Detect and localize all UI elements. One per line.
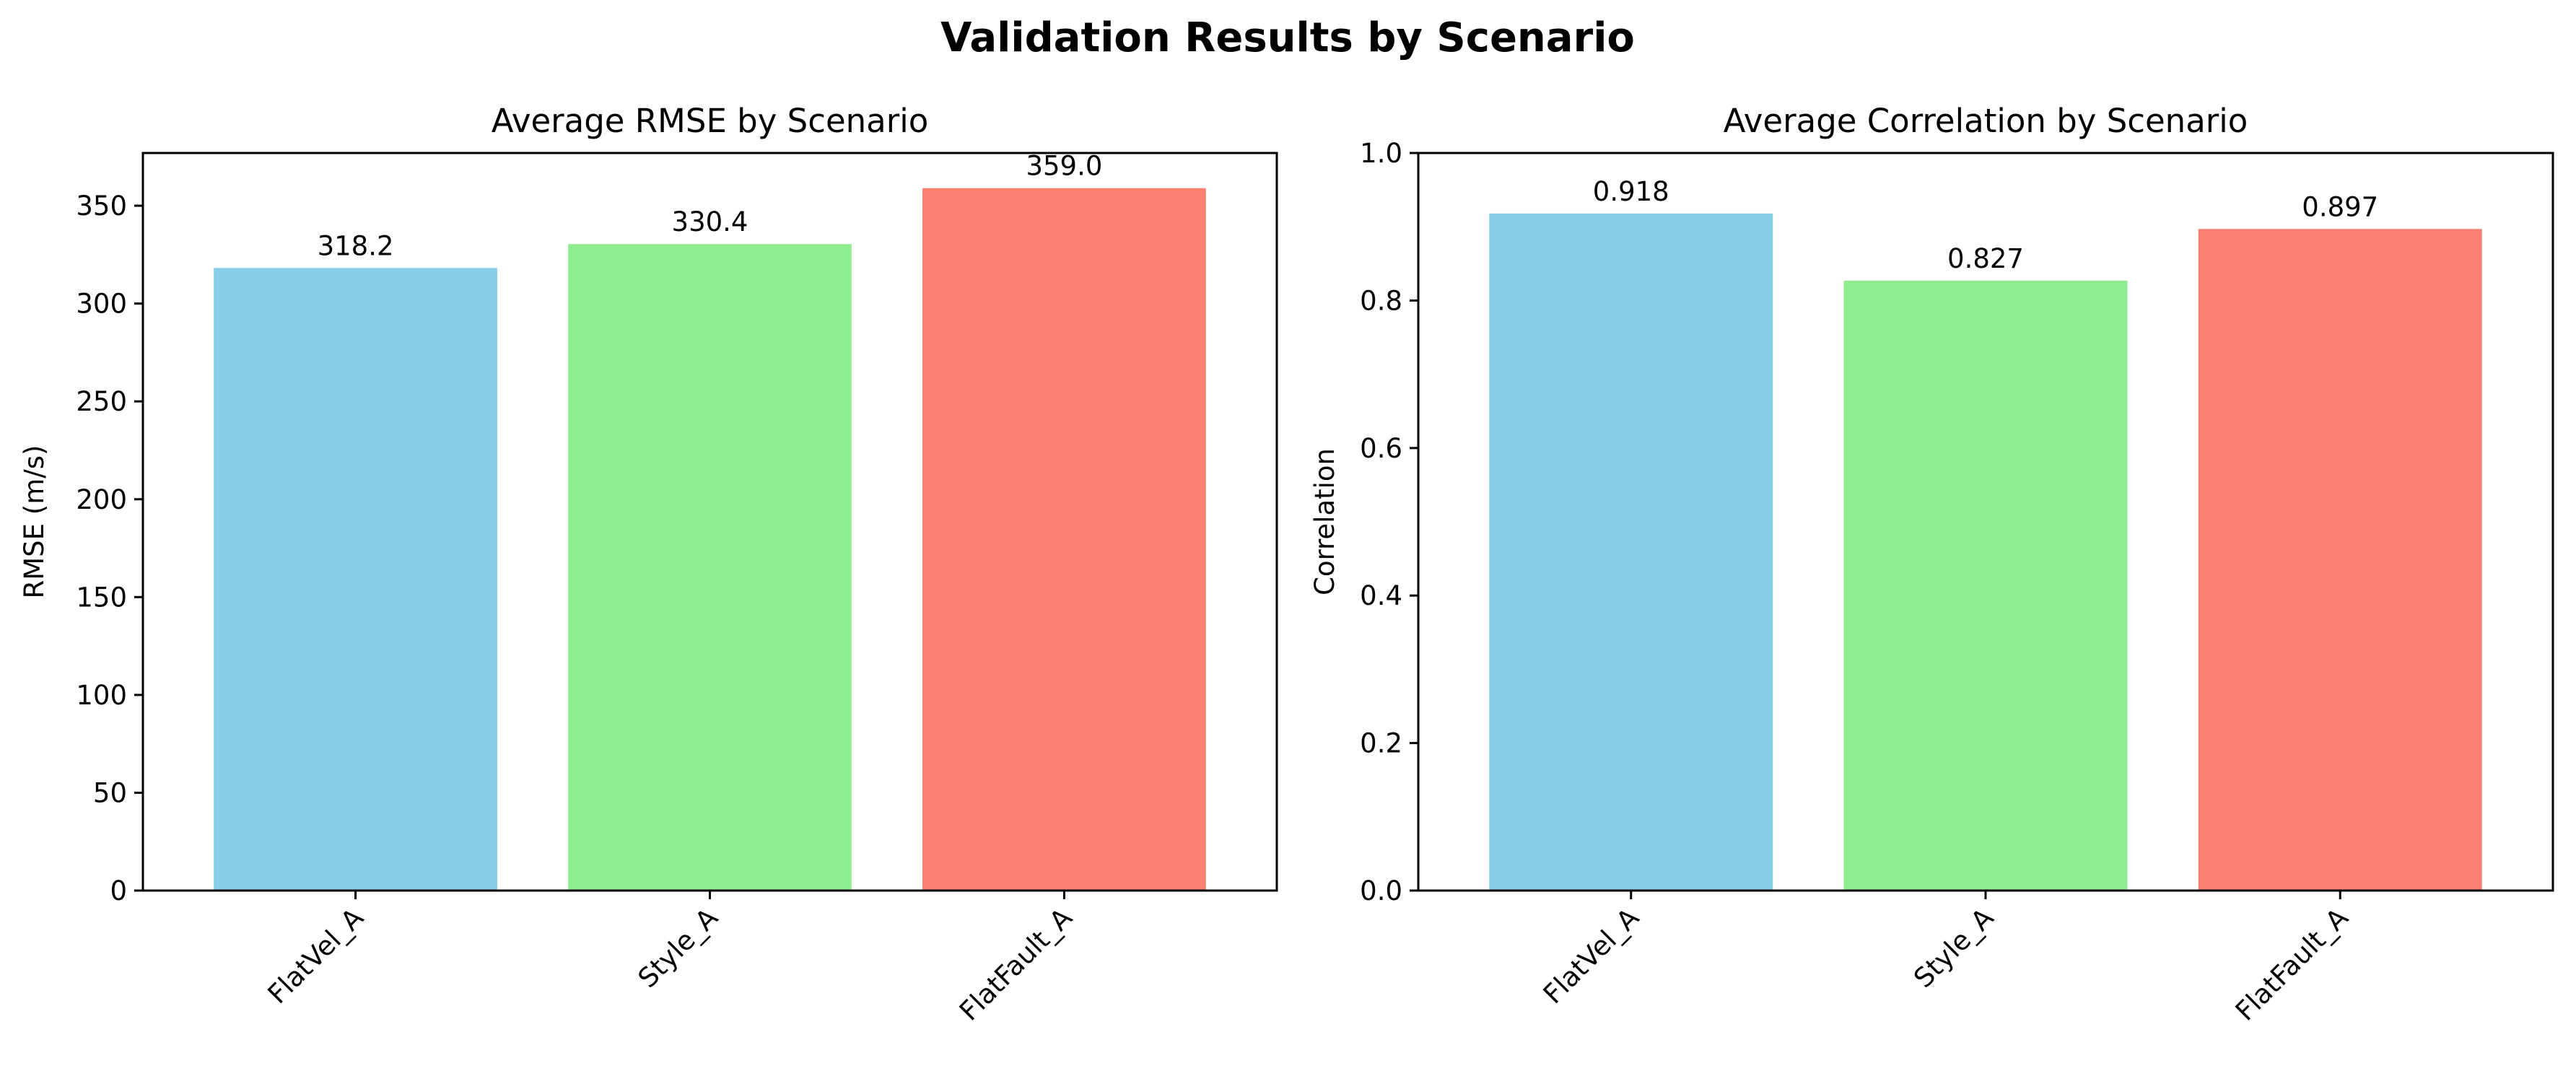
rmse-y-tick-label: 300 bbox=[76, 289, 127, 320]
rmse-chart-panel: Average RMSE by Scenario 318.2 330.4 359.0 0… bbox=[19, 102, 1278, 1027]
correlation-y-axis-label: Correlation bbox=[1309, 448, 1340, 595]
correlation-bar-value-label: 0.897 bbox=[2302, 191, 2378, 222]
rmse-y-tick-label: 350 bbox=[76, 191, 127, 222]
rmse-bar-value-label: 318.2 bbox=[318, 230, 394, 261]
rmse-bar-flatvel-a bbox=[214, 268, 497, 891]
correlation-y-tick-label: 1.0 bbox=[1360, 138, 1402, 169]
correlation-bar-flatvel-a bbox=[1489, 213, 1773, 891]
rmse-x-tick-label: FlatFault_A bbox=[953, 902, 1078, 1027]
correlation-chart-panel: Average Correlation by Scenario 0.918 0.82… bbox=[1309, 102, 2554, 1027]
rmse-x-tick-label: FlatVel_A bbox=[262, 902, 370, 1010]
correlation-bar-value-label: 0.827 bbox=[1947, 243, 2024, 274]
rmse-bar-flatfault-a bbox=[922, 188, 1206, 891]
correlation-y-tick-label: 0.4 bbox=[1360, 580, 1402, 611]
correlation-x-tick-label: Style_A bbox=[1908, 902, 1999, 994]
correlation-y-tick-label: 0.8 bbox=[1360, 285, 1402, 316]
rmse-bar-value-label: 330.4 bbox=[672, 206, 748, 237]
rmse-bar-value-label: 359.0 bbox=[1026, 151, 1102, 182]
correlation-x-tick-label: FlatVel_A bbox=[1537, 902, 1645, 1010]
rmse-y-tick-label: 250 bbox=[76, 386, 127, 417]
figure-suptitle: Validation Results by Scenario bbox=[940, 14, 1635, 61]
rmse-x-tick-label: Style_A bbox=[632, 902, 724, 994]
correlation-bar-value-label: 0.918 bbox=[1593, 176, 1669, 207]
rmse-y-tick-label: 200 bbox=[76, 484, 127, 515]
correlation-y-tick-label: 0.6 bbox=[1360, 433, 1402, 464]
rmse-y-tick-label: 50 bbox=[93, 777, 127, 808]
correlation-chart-title: Average Correlation by Scenario bbox=[1724, 102, 2248, 140]
correlation-bar-style-a bbox=[1843, 280, 2128, 891]
rmse-y-tick-label: 0 bbox=[110, 875, 127, 906]
rmse-bar-style-a bbox=[568, 244, 852, 891]
rmse-chart-title: Average RMSE by Scenario bbox=[492, 102, 929, 140]
correlation-bar-flatfault-a bbox=[2198, 229, 2482, 891]
rmse-y-tick-label: 150 bbox=[76, 582, 127, 613]
correlation-x-tick-label: FlatFault_A bbox=[2230, 902, 2354, 1027]
rmse-y-axis-label: RMSE (m/s) bbox=[19, 445, 50, 599]
rmse-y-tick-label: 100 bbox=[76, 680, 127, 711]
correlation-y-tick-label: 0.0 bbox=[1360, 875, 1402, 906]
correlation-y-tick-label: 0.2 bbox=[1360, 728, 1402, 759]
